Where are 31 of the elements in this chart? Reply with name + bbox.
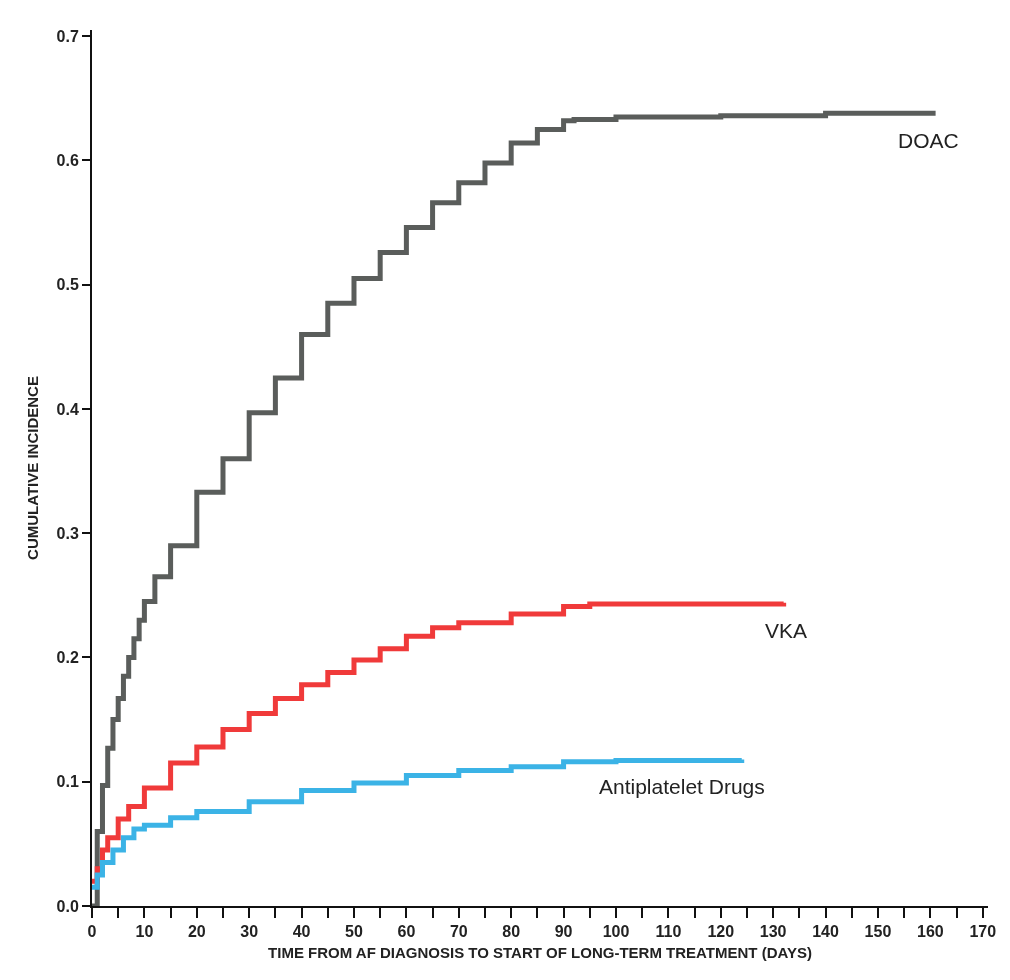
y-tick-label: 0.4 <box>56 400 79 418</box>
x-tick-label: 20 <box>187 923 206 941</box>
x-tick-label: 0 <box>87 923 97 941</box>
y-tick-label: 0.2 <box>56 649 79 667</box>
x-tick-label: 110 <box>655 923 682 941</box>
series-label: Antiplatelet Drugs <box>599 775 765 798</box>
x-tick-label: 10 <box>135 923 154 941</box>
x-tick-label: 60 <box>397 923 416 941</box>
x-tick-label: 120 <box>707 923 735 941</box>
x-tick-label: 50 <box>345 923 363 941</box>
x-tick-label: 90 <box>554 923 573 941</box>
x-tick-label: 80 <box>502 923 521 941</box>
x-axis-title: TIME FROM AF DIAGNOSIS TO START OF LONG-TERM TREATMENT (DAYS) <box>268 943 812 961</box>
x-tick-label: 130 <box>759 923 787 941</box>
x-tick-label: 160 <box>917 923 944 941</box>
x-tick-label: 150 <box>864 923 892 941</box>
y-tick-label: 0.0 <box>56 897 79 915</box>
x-tick-label: 70 <box>449 923 468 941</box>
x-tick-label: 40 <box>292 923 311 941</box>
y-tick-label: 0.7 <box>56 27 79 45</box>
series-label: VKA <box>765 619 808 642</box>
x-tick-label: 30 <box>240 923 259 941</box>
series-label: DOAC <box>898 129 959 152</box>
x-tick-label: 140 <box>812 923 840 941</box>
y-tick-label: 0.6 <box>56 152 79 170</box>
y-tick-label: 0.5 <box>56 276 79 294</box>
y-tick-label: 0.3 <box>56 524 79 542</box>
y-tick-label: 0.1 <box>56 773 79 791</box>
x-tick-label: 170 <box>969 923 997 941</box>
x-tick-label: 100 <box>602 923 630 941</box>
y-axis-title: CUMULATIVE INCIDENCE <box>24 376 42 560</box>
